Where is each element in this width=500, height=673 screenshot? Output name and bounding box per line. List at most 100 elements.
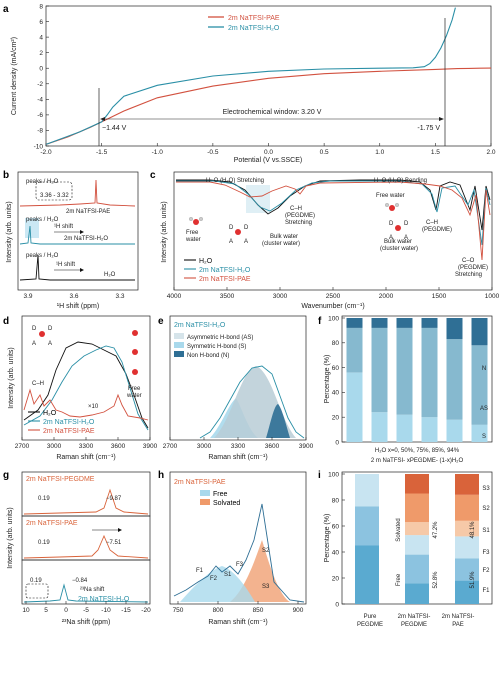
i-bar-label-1a: 2m NaTFSI- xyxy=(398,614,431,620)
b-text-7: ¹H shift xyxy=(56,262,75,268)
c-highlight xyxy=(246,185,270,213)
c-hydrogen-atom-1 xyxy=(189,217,193,221)
b-text-0: peaks / H₂O xyxy=(26,179,59,185)
panel-e-xticks: 2700 3000 3300 3600 3900 xyxy=(163,437,314,450)
a-series-0 xyxy=(45,67,492,145)
panel-b-label: b xyxy=(3,170,9,181)
panel-h: h 2m NaTFSI-PAE Free Solvated F1 F2 S1 F… xyxy=(158,470,307,626)
i-text-solvated: Solvated xyxy=(396,518,402,541)
c-ann-7: Free water xyxy=(376,193,405,199)
c-xticks-label: 3500 xyxy=(220,293,235,300)
a-ytick-label: -2 xyxy=(37,81,43,88)
d-xticks-label: 3000 xyxy=(47,443,62,450)
g-right-0: −9.87 xyxy=(106,496,122,502)
i-bars-segment xyxy=(355,506,379,546)
f-seg-label-as: AS xyxy=(480,406,488,412)
legend-h-1: Solvated xyxy=(213,500,240,507)
f-yticks-label: 0 xyxy=(335,439,339,446)
i-text-472: 47.2% xyxy=(433,521,439,539)
i-seg-f3: F3 xyxy=(482,550,490,556)
e-xticks-label: 3900 xyxy=(299,443,314,450)
c-top-left: H–O (H₂O) Stretching xyxy=(206,178,264,184)
i-seg-s1: S1 xyxy=(482,528,490,534)
b-xtick-2: 3.3 xyxy=(115,293,124,300)
f-bars-segment xyxy=(371,412,388,442)
panel-c-label: c xyxy=(150,170,156,181)
c-oxygen-atom-2 xyxy=(235,229,241,235)
b-inset-box xyxy=(35,181,73,201)
i-bar-label-2a: 2m NaTFSI- xyxy=(442,614,475,620)
d-label-3: A xyxy=(32,341,36,347)
c-oxygen-atom-1 xyxy=(193,219,199,225)
c-ann-13: (PEGDME) xyxy=(458,265,488,271)
g-xticks-label: 5 xyxy=(44,607,48,614)
panel-f-bars xyxy=(346,318,488,442)
b-text-8: H₂O xyxy=(104,272,116,278)
c-xticks-label: 3000 xyxy=(273,293,288,300)
g-xticks-label: -5 xyxy=(83,607,89,614)
f-bars-segment xyxy=(421,327,438,418)
c-hydrogen-atom-3 xyxy=(385,203,389,207)
panel-i-ylabel: Percentage (%) xyxy=(324,514,331,563)
i-seg-s3: S3 xyxy=(482,486,490,492)
i-yticks-label: 40 xyxy=(332,549,340,556)
a-xtick-label: 2.0 xyxy=(486,149,495,156)
a-ytick-label: 6 xyxy=(39,19,43,26)
g-left-0: 0.19 xyxy=(38,496,50,502)
f-bars-segment xyxy=(471,318,488,346)
f-bars-segment xyxy=(371,318,388,328)
b-trace-h2o xyxy=(19,254,135,281)
e-peak-non-hbond xyxy=(266,404,290,438)
panel-f-frame xyxy=(341,315,493,443)
a-xtick-label: -2.0 xyxy=(40,149,52,156)
legend-h-swatch-1 xyxy=(200,499,210,505)
i-yticks-label: 0 xyxy=(335,601,339,608)
panel-d-ylabel: Intensity (arb. units) xyxy=(8,347,15,408)
panel-a: a 8 6 4 2 0 -2 -4 -6 -8 -10 -2.0 -1.5 -1.0 -0.5 0.0 0.… xyxy=(3,3,496,164)
b-xtick-0: 3.9 xyxy=(23,293,32,300)
c-xticks-label: 4000 xyxy=(167,293,182,300)
f-bars-segment xyxy=(396,414,413,442)
g-right-1: −7.51 xyxy=(106,540,122,546)
g-right-2: −0.84 xyxy=(72,578,88,584)
f-x-caption-1: H₂O x=0, 50%, 75%, 85%, 94% xyxy=(375,448,460,454)
a-ytick-label: 0 xyxy=(39,66,43,73)
panel-d: d ×10 C–H Free water D D A A H₂O 2m NaTF… xyxy=(3,315,158,461)
panel-f-ylabel: Percentage (%) xyxy=(324,355,331,404)
h-peak-2: S1 xyxy=(224,572,232,578)
i-yticks-label: 20 xyxy=(332,575,340,582)
legend-d-2: 2m NaTFSI-PAE xyxy=(43,428,95,435)
i-bar-label-0b: PEGDME xyxy=(357,622,383,628)
f-x-caption-2: 2 m NaTFSI- xPEGDME- (1-x)H₂O xyxy=(371,458,464,464)
d-trace-h2o xyxy=(23,341,149,429)
a-ytick-label: -6 xyxy=(37,112,43,119)
i-text-519: 51.9% xyxy=(470,571,476,589)
b-text-4: ¹H shift xyxy=(54,224,73,230)
a-ytick-label: 8 xyxy=(39,3,43,10)
c-label-d1: D xyxy=(229,225,234,231)
c-molecule-free-2 xyxy=(385,203,399,211)
c-xticks-label: 1000 xyxy=(485,293,500,300)
b-text-6: peaks / H₂O xyxy=(26,253,59,259)
f-bars-segment xyxy=(471,345,488,425)
a-ytick-label: -4 xyxy=(37,97,43,104)
arrow-head-left xyxy=(100,117,105,121)
legend-a-h2o: 2m NaTFSI-H₂O xyxy=(228,25,280,32)
f-bars-segment xyxy=(346,372,363,442)
f-bars-segment xyxy=(346,318,363,328)
e-xticks-label: 3300 xyxy=(231,443,246,450)
legend-c-0: H₂O xyxy=(199,258,213,265)
c-ann-11: (cluster water) xyxy=(380,246,418,252)
legend-h-swatch-0 xyxy=(200,490,210,496)
legend-e-swatch-2 xyxy=(174,351,184,357)
d-oxygen-atom-1 xyxy=(39,331,45,337)
d-oxygen-atom-3 xyxy=(132,349,138,355)
c-molecule-free xyxy=(189,217,203,225)
c-ann-3: Free xyxy=(186,230,199,236)
panel-c-xticks: 4000 3500 3000 2500 2000 1500 1000 xyxy=(167,287,500,300)
d-label-1: D xyxy=(32,326,37,332)
f-bars-segment xyxy=(446,318,463,340)
c-label-d4: D xyxy=(404,221,409,227)
legend-e-swatch-0 xyxy=(174,333,184,339)
h-xticks-label: 750 xyxy=(173,607,184,614)
